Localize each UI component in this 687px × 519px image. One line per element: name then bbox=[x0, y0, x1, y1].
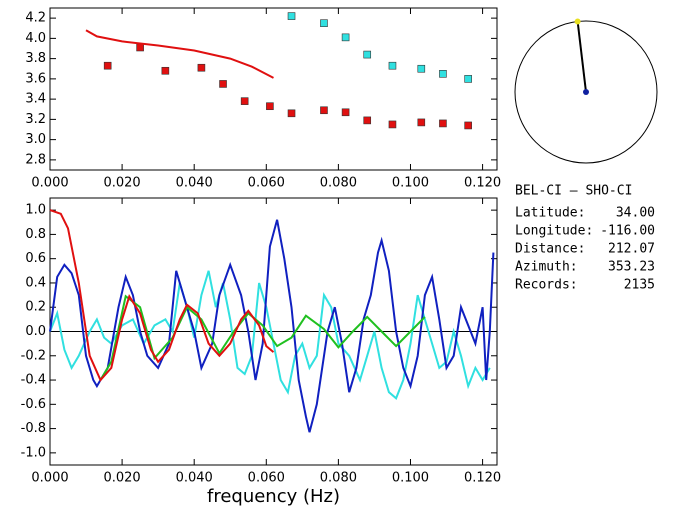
x-tick-label: 0.040 bbox=[176, 176, 213, 191]
field-value: -116.00 bbox=[600, 224, 655, 239]
y-tick-label: 0.0 bbox=[25, 324, 46, 339]
azimuth-needle bbox=[576, 21, 587, 93]
x-tick-label: 0.100 bbox=[392, 471, 429, 486]
y-tick-label: -0.6 bbox=[21, 397, 46, 412]
y-tick-label: 4.2 bbox=[25, 11, 46, 26]
field-value: 212.07 bbox=[608, 242, 655, 257]
y-tick-label: 2.8 bbox=[25, 152, 46, 167]
x-tick-label: 0.120 bbox=[464, 471, 501, 486]
data-point bbox=[287, 12, 296, 20]
y-tick-label: 0.2 bbox=[25, 300, 46, 315]
field-label: Azimuth: bbox=[515, 260, 578, 275]
data-point bbox=[417, 118, 426, 127]
needle-tip bbox=[574, 18, 581, 25]
field-label: Latitude: bbox=[515, 206, 585, 221]
data-point bbox=[161, 66, 170, 75]
x-tick-label: 0.020 bbox=[103, 176, 140, 191]
field-value: 2135 bbox=[624, 278, 655, 293]
data-point bbox=[464, 75, 472, 83]
data-line bbox=[49, 219, 495, 433]
station-pair: BEL-CI – SHO-CI bbox=[515, 184, 632, 199]
y-tick-label: -1.0 bbox=[21, 445, 46, 460]
data-point bbox=[287, 109, 296, 118]
data-point bbox=[320, 106, 328, 115]
field-label: Distance: bbox=[515, 242, 585, 257]
y-tick-label: 3.6 bbox=[25, 71, 46, 86]
data-point bbox=[417, 64, 426, 73]
data-line bbox=[49, 209, 275, 382]
data-point bbox=[388, 120, 397, 129]
field-value: 34.00 bbox=[616, 206, 655, 221]
data-point bbox=[464, 121, 472, 130]
y-tick-label: 0.4 bbox=[25, 275, 46, 290]
x-tick-label: 0.120 bbox=[464, 176, 501, 191]
data-point bbox=[320, 19, 328, 27]
data-point bbox=[341, 108, 350, 117]
y-tick-label: 3.4 bbox=[25, 92, 46, 107]
data-point bbox=[266, 102, 274, 111]
data-point bbox=[341, 33, 350, 42]
y-tick-label: 0.6 bbox=[25, 251, 46, 266]
plot-frame bbox=[49, 7, 498, 171]
x-axis-label: frequency (Hz) bbox=[207, 486, 340, 507]
data-line bbox=[85, 29, 274, 79]
x-tick-label: 0.080 bbox=[320, 471, 357, 486]
data-point bbox=[363, 116, 372, 125]
data-point bbox=[363, 50, 372, 59]
y-tick-label: -0.2 bbox=[21, 348, 46, 363]
y-tick-label: 3.0 bbox=[25, 132, 46, 147]
x-tick-label: 0.060 bbox=[248, 176, 285, 191]
dial-center bbox=[583, 89, 589, 95]
data-point bbox=[219, 80, 227, 88]
field-label: Longitude: bbox=[515, 224, 593, 239]
field-label: Records: bbox=[515, 278, 578, 293]
y-tick-label: 1.0 bbox=[25, 203, 46, 218]
x-tick-label: 0.000 bbox=[31, 176, 68, 191]
data-point bbox=[439, 119, 447, 128]
data-point bbox=[103, 61, 112, 70]
x-tick-label: 0.040 bbox=[176, 471, 213, 486]
azimuth-dial bbox=[514, 20, 658, 164]
data-point bbox=[388, 61, 397, 70]
y-tick-label: 3.8 bbox=[25, 51, 46, 66]
y-tick-label: 3.2 bbox=[25, 112, 46, 127]
data-point bbox=[240, 97, 249, 105]
x-tick-label: 0.020 bbox=[103, 471, 140, 486]
x-tick-label: 0.000 bbox=[31, 471, 68, 486]
data-line bbox=[99, 294, 426, 381]
y-tick-label: -0.8 bbox=[21, 421, 46, 436]
field-value: 353.23 bbox=[608, 260, 655, 275]
x-tick-label: 0.100 bbox=[392, 176, 429, 191]
data-point bbox=[439, 70, 447, 78]
y-tick-label: 0.8 bbox=[25, 227, 46, 242]
y-tick-label: -0.4 bbox=[21, 373, 46, 388]
data-point bbox=[136, 43, 144, 52]
x-tick-label: 0.080 bbox=[320, 176, 357, 191]
x-tick-label: 0.060 bbox=[248, 471, 285, 486]
data-line bbox=[49, 270, 491, 400]
data-point bbox=[197, 63, 206, 72]
y-tick-label: 4.0 bbox=[25, 31, 46, 46]
